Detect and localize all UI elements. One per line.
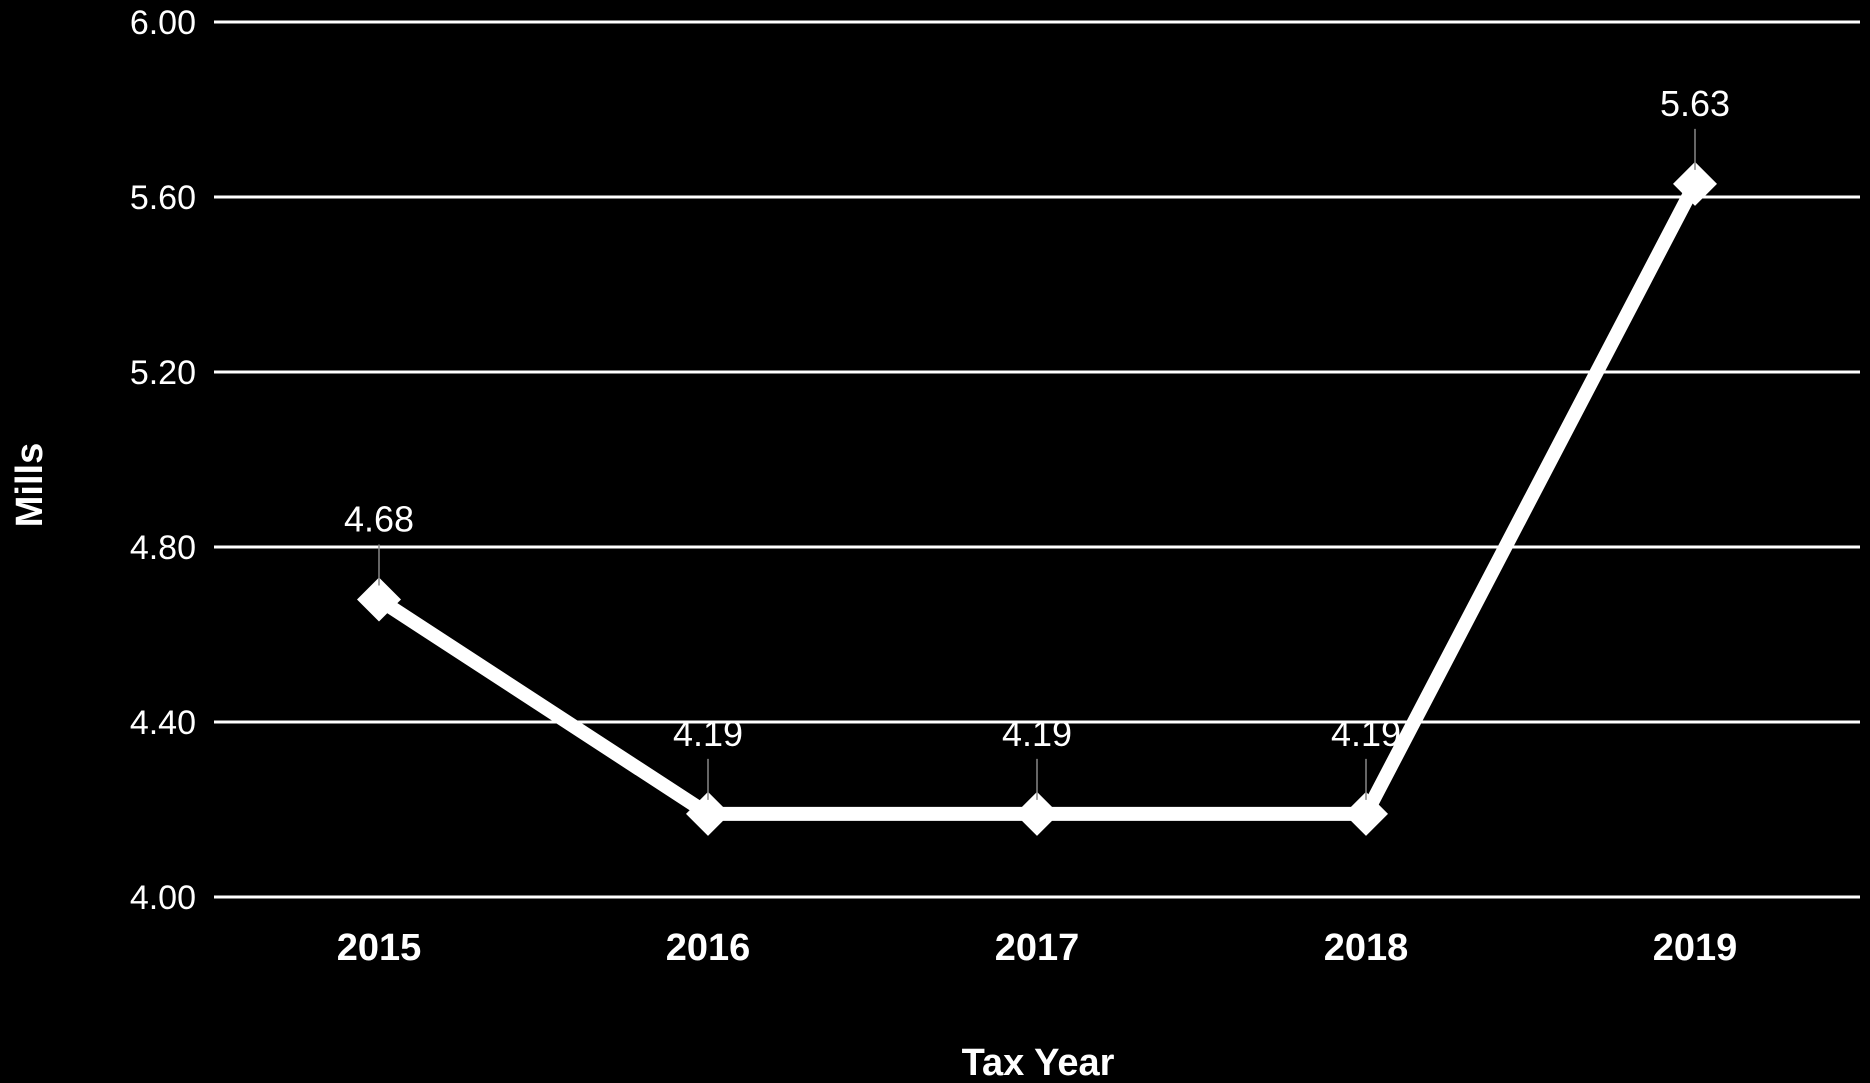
data-point-marker: [686, 791, 730, 836]
y-tick-label: 4.80: [130, 529, 196, 567]
y-axis-ticks: 4.00 4.40 4.80 5.20 5.60 6.00: [130, 4, 196, 917]
data-label: 4.19: [1002, 713, 1072, 754]
x-axis-title: Tax Year: [962, 1042, 1115, 1083]
x-axis-ticks: 2015 2016 2017 2018 2019: [337, 927, 1738, 969]
y-tick-label: 6.00: [130, 4, 196, 42]
x-tick-label: 2019: [1653, 927, 1738, 969]
data-point-marker: [1015, 791, 1059, 836]
y-axis-title: Mills: [9, 443, 51, 527]
y-tick-label: 4.00: [130, 879, 196, 917]
data-point-marker: [1673, 161, 1717, 206]
data-label: 4.19: [1331, 713, 1401, 754]
y-tick-label: 4.40: [130, 704, 196, 742]
data-label: 5.63: [1660, 83, 1730, 124]
data-labels: 4.68 4.19 4.19 4.19 5.63: [344, 83, 1730, 800]
y-tick-label: 5.60: [130, 179, 196, 217]
data-label: 4.68: [344, 499, 414, 540]
x-tick-label: 2017: [995, 927, 1080, 969]
x-tick-label: 2018: [1324, 927, 1409, 969]
data-point-marker: [1344, 791, 1388, 836]
x-tick-label: 2016: [666, 927, 751, 969]
data-label: 4.19: [673, 713, 743, 754]
series: [357, 161, 1717, 836]
gridlines: [214, 20, 1860, 899]
y-tick-label: 5.20: [130, 354, 196, 392]
x-tick-label: 2015: [337, 927, 422, 969]
data-point-marker: [357, 577, 401, 622]
